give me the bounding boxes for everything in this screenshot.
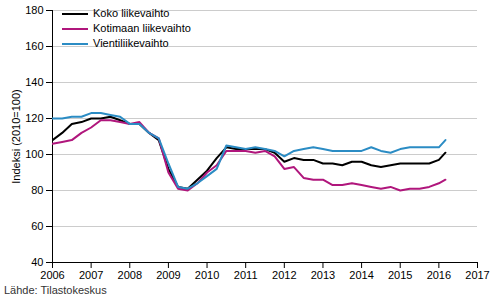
svg-text:2017: 2017: [465, 269, 489, 281]
svg-text:2008: 2008: [118, 269, 142, 281]
svg-text:2013: 2013: [311, 269, 335, 281]
svg-text:2014: 2014: [349, 269, 373, 281]
svg-text:100: 100: [25, 148, 43, 160]
svg-text:60: 60: [31, 220, 43, 232]
svg-text:2011: 2011: [234, 269, 258, 281]
svg-text:Indeksi (2010=100): Indeksi (2010=100): [10, 89, 22, 183]
svg-text:120: 120: [25, 112, 43, 124]
html-text:Koko liikevaihto: Koko liikevaihto: [93, 7, 170, 19]
svg-text:2015: 2015: [388, 269, 412, 281]
svg-text:2007: 2007: [79, 269, 103, 281]
svg-text:2009: 2009: [156, 269, 180, 281]
svg-text:2010: 2010: [195, 269, 219, 281]
svg-text:2012: 2012: [272, 269, 296, 281]
svg-text:40: 40: [31, 256, 43, 268]
svg-text:180: 180: [25, 4, 43, 16]
svg-text:140: 140: [25, 76, 43, 88]
svg-text:80: 80: [31, 184, 43, 196]
svg-text:2006: 2006: [40, 269, 64, 281]
html-text:Kotimaan liikevaihto: Kotimaan liikevaihto: [93, 22, 191, 34]
svg-text:2016: 2016: [427, 269, 451, 281]
html-text:Vientiliikevaihto: Vientiliikevaihto: [93, 37, 169, 49]
svg-text:160: 160: [25, 40, 43, 52]
html-text:Lähde: Tilastokeskus: Lähde: Tilastokeskus: [4, 284, 107, 296]
